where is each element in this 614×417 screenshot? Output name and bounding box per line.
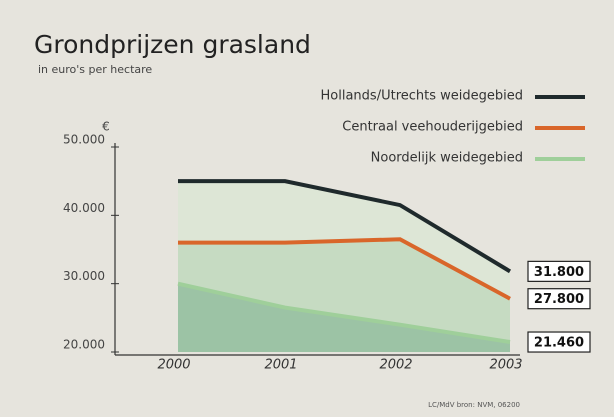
source: LC/MdV bron: NVM, 06200 [428, 401, 520, 409]
value-label-box [527, 288, 591, 310]
legend-label: Hollands/Utrechts weidegebied [321, 89, 523, 104]
value-label-box [527, 260, 591, 282]
y-unit: € [102, 120, 110, 134]
y-tick-label: 20.000 [63, 338, 105, 352]
line [178, 179, 512, 274]
x-tick-label: 2002 [379, 358, 412, 373]
chart-subtitle: in euro's per hectare [38, 63, 152, 76]
y-tick-label: 40.000 [63, 201, 105, 215]
line [178, 237, 511, 301]
value-label-box [527, 331, 591, 353]
chart-title: Grondprijzen grasland [34, 30, 311, 59]
x-tick-label: 2003 [489, 358, 522, 373]
legend-label: Centraal veehouderijgebied [342, 120, 523, 135]
y-tick-label: 30.000 [63, 269, 105, 283]
legend-label: Noordelijk weidegebied [371, 151, 523, 166]
y-tick-label: 50.000 [63, 133, 105, 147]
line [177, 281, 511, 344]
x-tick-label: 2001 [264, 358, 297, 373]
x-tick-label: 2000 [157, 358, 190, 373]
value-label: 27.800 [534, 292, 584, 307]
value-label: 21.460 [534, 336, 584, 351]
value-label: 31.800 [534, 265, 584, 280]
